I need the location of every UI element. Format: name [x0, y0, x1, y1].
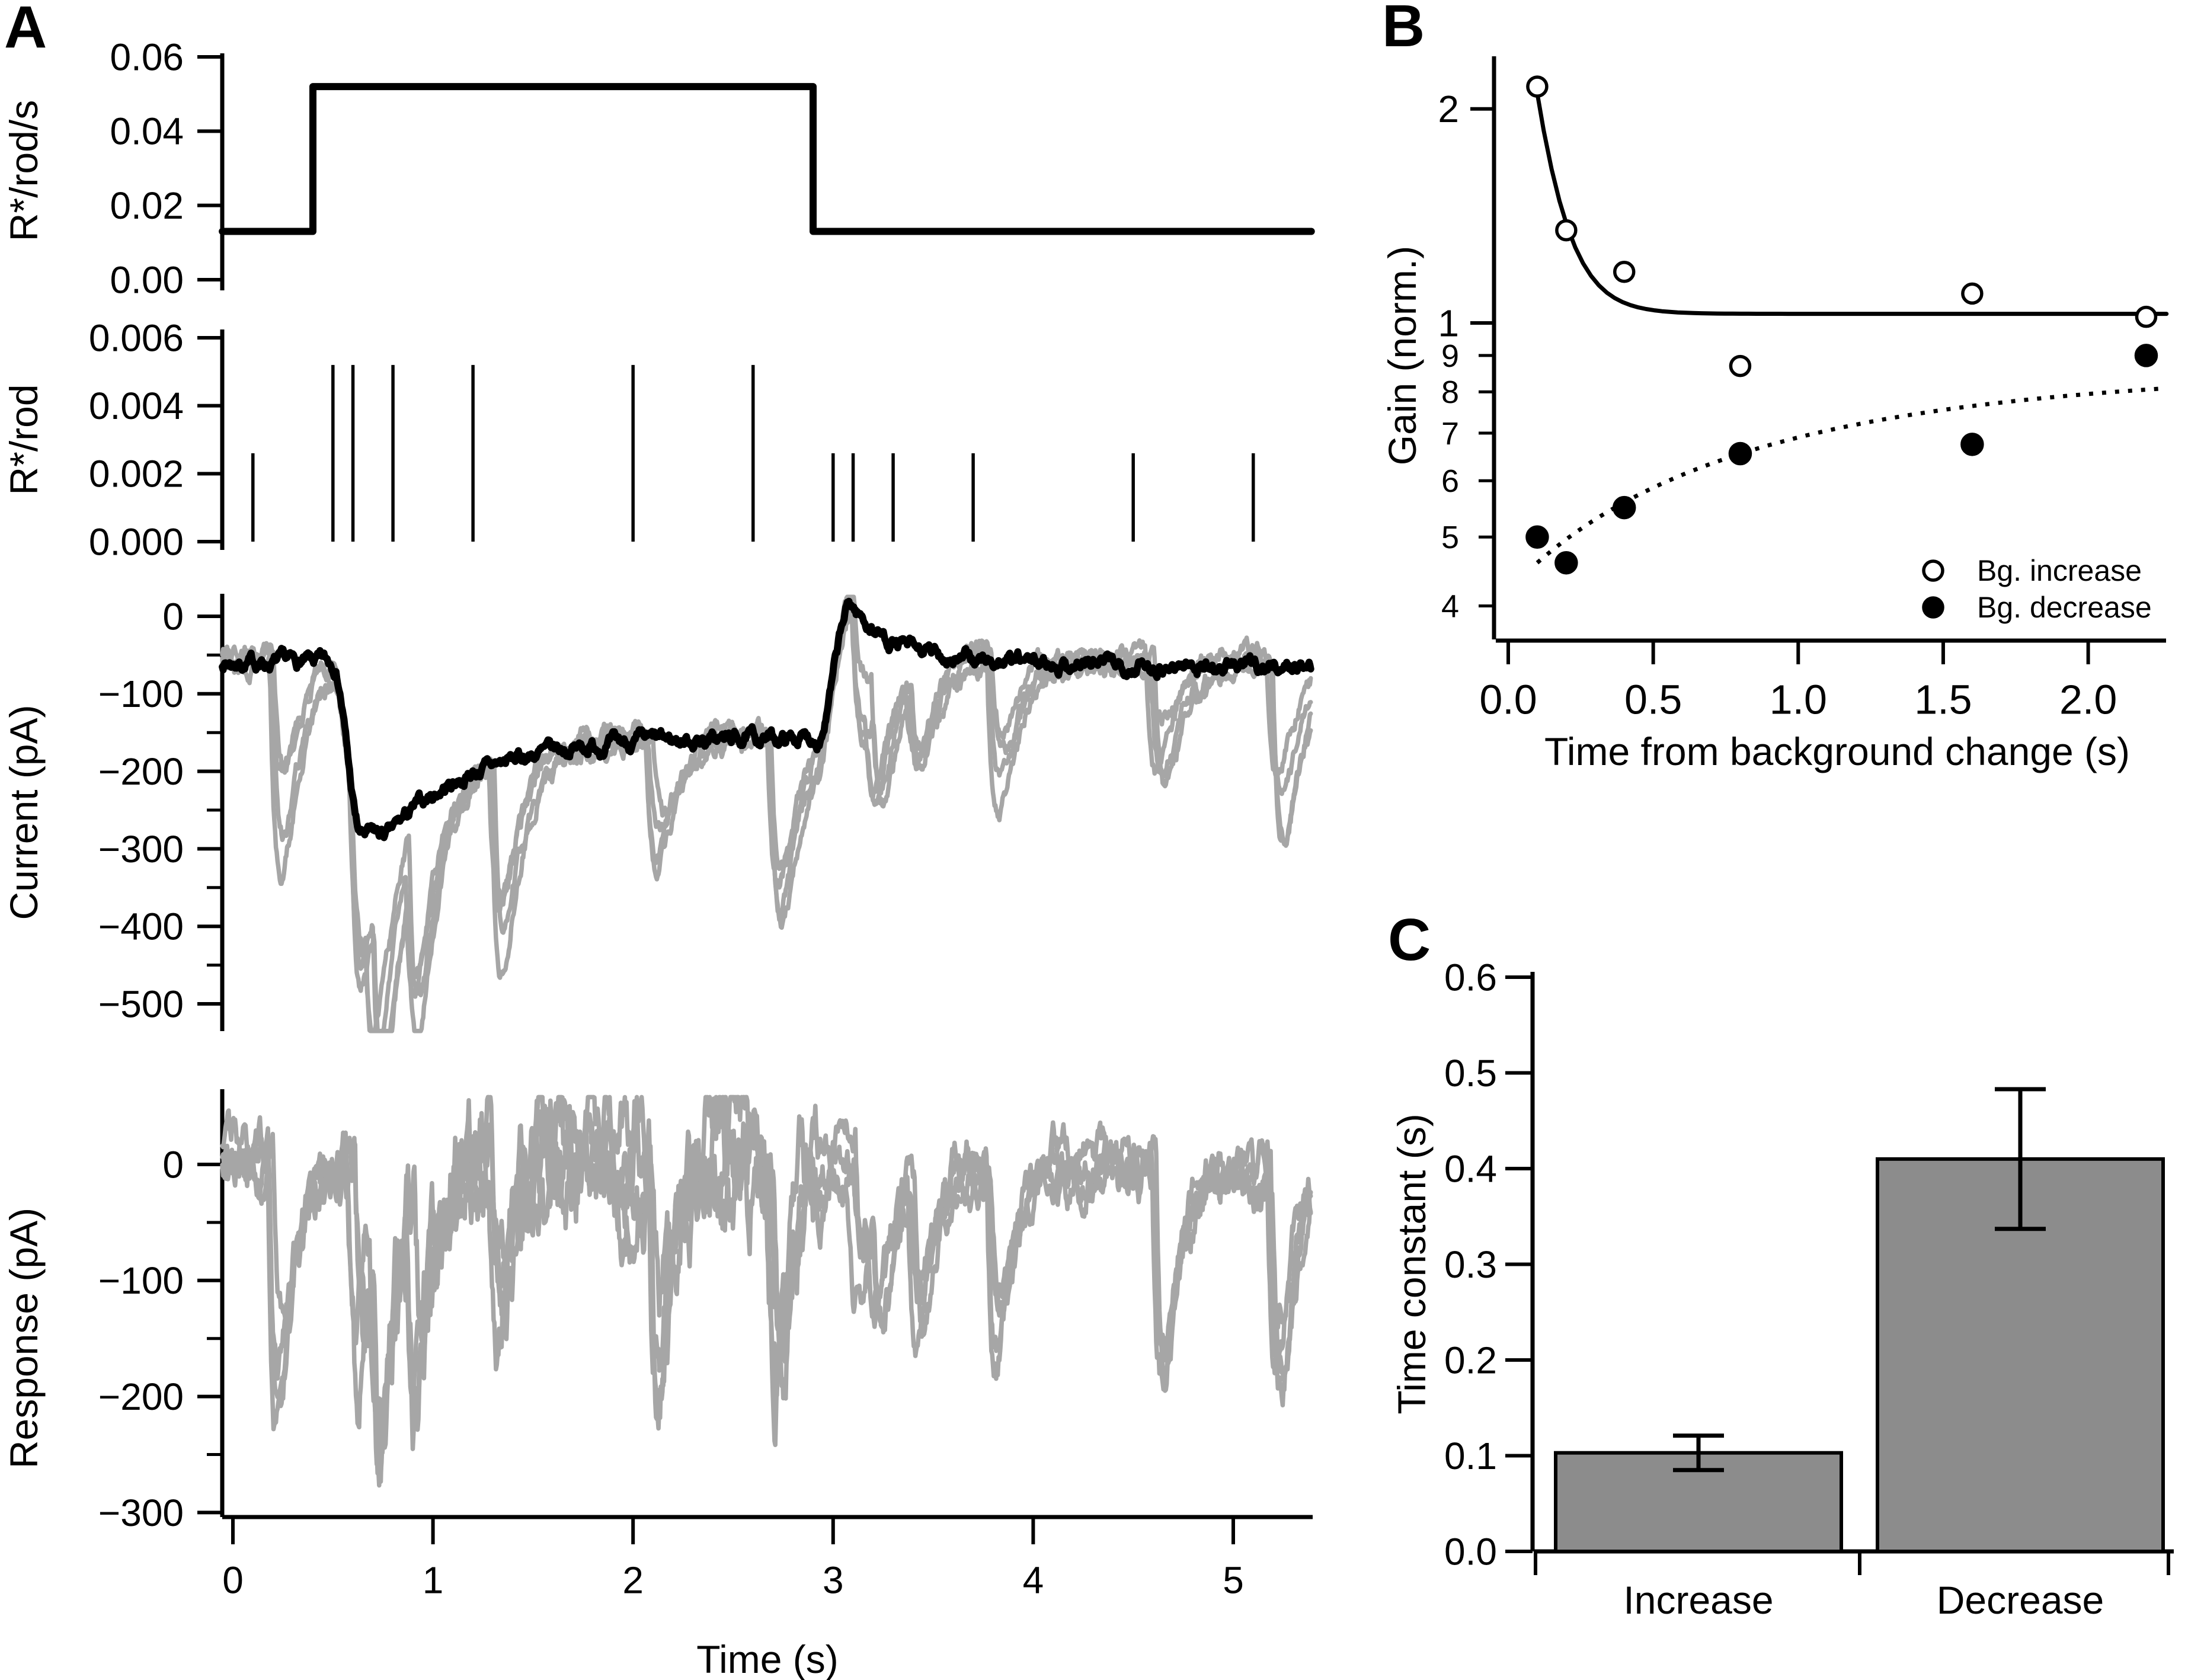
gain-point-open-0: [1526, 75, 1549, 98]
response-y-axis-label: Response (pA): [2, 1207, 46, 1469]
gain-point-filled-4: [1960, 433, 1984, 456]
legend-marker-open: [1922, 559, 1944, 582]
gain-y-minor-tick-label: 8: [1441, 375, 1459, 410]
stimulus-tick-label: 0.04: [110, 110, 184, 153]
gain-x-tick-label: 1.0: [1770, 677, 1827, 723]
stimulus-y-axis-label: R*/rod/s: [2, 100, 46, 242]
gain-point-open-5: [2135, 305, 2158, 328]
gain-x-tick-label: 1.5: [1914, 677, 1972, 723]
gain-y-minor-tick-label: 5: [1441, 520, 1459, 555]
current-tick-label: 0: [162, 595, 184, 638]
gain-x-tick-label: 0.5: [1624, 677, 1682, 723]
gain-point-open-1: [1555, 219, 1578, 242]
time-constant-y-tick-label: 0.0: [1444, 1530, 1497, 1573]
time-constant-y-tick-label: 0.3: [1444, 1243, 1497, 1286]
gain-point-open-2: [1613, 260, 1636, 283]
bar-category-label: Increase: [1623, 1578, 1773, 1622]
time-constant-y-tick-label: 0.6: [1444, 956, 1497, 999]
gain-y-minor-tick-label: 7: [1441, 416, 1459, 452]
gain-x-axis-label: Time from background change (s): [1544, 729, 2130, 773]
current-tick-label: −300: [98, 828, 184, 871]
current-y-axis-label: Current (pA): [2, 705, 46, 920]
gain-point-filled-5: [2134, 344, 2158, 367]
flash-tick-label: 0.000: [89, 520, 184, 563]
legend-label-bg-decrease: Bg. decrease: [1977, 591, 2152, 624]
response-tick-label: −100: [98, 1259, 184, 1302]
current-tick-label: −200: [98, 750, 184, 793]
current-mean-trace: [219, 597, 1314, 841]
time-tick-label: 1: [423, 1559, 444, 1601]
time-constant-y-tick-label: 0.1: [1444, 1435, 1497, 1477]
stimulus-step-trace: [219, 83, 1315, 235]
current-tick-label: −500: [98, 983, 184, 1025]
gain-point-filled-3: [1728, 441, 1752, 466]
response-tick-label: 0: [162, 1143, 184, 1186]
legend-label-bg-increase: Bg. increase: [1977, 554, 2142, 587]
time-axis-label: Time (s): [696, 1637, 839, 1680]
gain-y-minor-tick-label: 6: [1441, 463, 1459, 499]
legend-marker-filled: [1922, 596, 1944, 619]
gain-y-minor-tick-label: 9: [1441, 338, 1459, 374]
current-tick-label: −400: [98, 905, 184, 948]
panel-c-letter: C: [1388, 907, 1431, 973]
time-constant-y-tick-label: 0.5: [1444, 1052, 1497, 1095]
current-tick-label: −100: [98, 673, 184, 715]
time-tick-label: 3: [823, 1559, 844, 1601]
gain-x-tick-label: 0.0: [1479, 677, 1537, 723]
bar-category-label: Decrease: [1937, 1578, 2104, 1622]
time-tick-label: 0: [222, 1559, 244, 1601]
flash-tick-label: 0.002: [89, 453, 184, 495]
response-tick-label: −300: [98, 1492, 184, 1534]
panel-a-letter: A: [4, 0, 47, 60]
flash-tick-label: 0.006: [89, 316, 184, 359]
gain-y-major-tick-label: 1: [1438, 302, 1459, 344]
time-constant-y-axis-label: Time constant (s): [1390, 1113, 1434, 1415]
flash-y-axis-label: R*/rod: [2, 384, 46, 495]
gain-y-axis-label: Gain (norm.): [1380, 245, 1424, 466]
flash-tick-label: 0.004: [89, 385, 184, 427]
gain-x-tick-label: 2.0: [2059, 677, 2117, 723]
response-tick-label: −200: [98, 1375, 184, 1418]
gain-point-filled-1: [1554, 551, 1578, 575]
gain-point-open-4: [1961, 282, 1984, 305]
stimulus-tick-label: 0.00: [110, 258, 184, 301]
gain-point-filled-0: [1525, 525, 1549, 549]
response-gray-trace-3: [220, 1095, 1313, 1488]
time-tick-label: 2: [622, 1559, 644, 1601]
gain-y-minor-tick-label: 4: [1441, 588, 1459, 624]
stimulus-tick-label: 0.02: [110, 184, 184, 227]
gain-y-major-tick-label: 2: [1438, 88, 1459, 130]
time-tick-label: 5: [1223, 1559, 1244, 1601]
time-constant-y-tick-label: 0.2: [1444, 1339, 1497, 1381]
gain-point-filled-2: [1612, 495, 1636, 520]
gain-fit-solid: [1534, 82, 2169, 316]
response-gray-trace-2: [220, 1095, 1313, 1450]
time-constant-y-tick-label: 0.4: [1444, 1147, 1497, 1190]
gain-fit-dotted: [1536, 386, 2167, 565]
stimulus-tick-label: 0.06: [110, 36, 184, 78]
gain-point-open-3: [1729, 354, 1752, 377]
panel-b-letter: B: [1382, 0, 1425, 59]
time-tick-label: 4: [1023, 1559, 1044, 1601]
